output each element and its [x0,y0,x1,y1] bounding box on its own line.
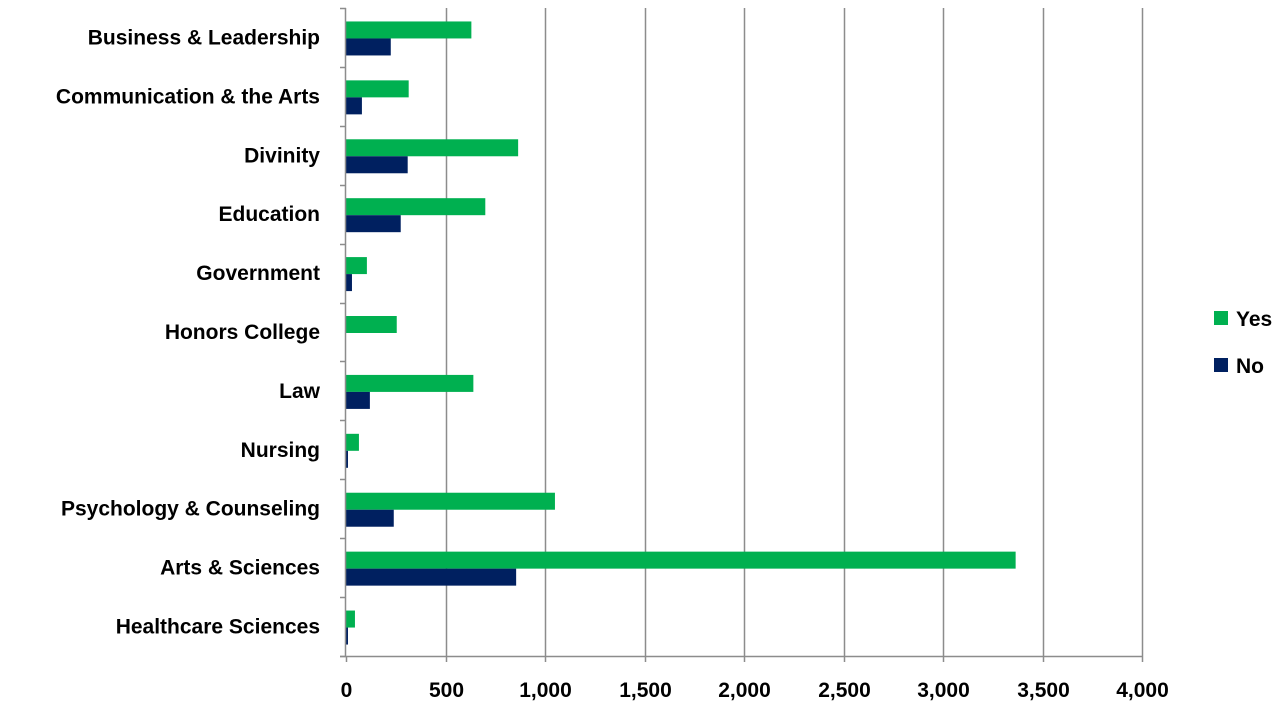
bars [346,21,1016,645]
category-label: Business & Leadership [88,26,320,49]
x-tick-label: 3,000 [917,679,970,702]
x-tick-label: 1,000 [519,679,572,702]
x-tick-label: 2,500 [818,679,871,702]
category-label: Nursing [241,439,320,462]
bar-yes-communication-the-arts [346,80,409,98]
x-tick-label: 3,500 [1017,679,1070,702]
bar-yes-business-leadership [346,21,472,39]
category-label: Education [218,203,320,226]
bar-yes-honors-college [346,316,397,333]
x-tick-label: 1,500 [619,679,672,702]
bar-no-divinity [346,156,408,174]
x-tick-label: 0 [341,679,353,702]
category-label: Arts & Sciences [160,557,320,580]
bar-no-education [346,215,401,233]
bar-yes-divinity [346,139,519,157]
bar-yes-healthcare-sciences [346,610,355,628]
legend-swatch-no [1214,358,1228,372]
x-tick-label: 2,000 [718,679,771,702]
bar-no-nursing [346,450,348,468]
legend-swatch-yes [1214,311,1228,325]
axes [340,7,1144,662]
bar-no-psychology-counseling [346,509,394,527]
category-label: Law [279,380,321,403]
category-label: Healthcare Sciences [116,616,320,639]
bar-no-healthcare-sciences [346,627,348,645]
bar-yes-education [346,198,486,216]
legend-label-yes: Yes [1236,308,1272,331]
category-labels: Business & Leadership Communication & the… [56,26,321,638]
category-label: Communication & the Arts [56,85,320,108]
legend-label-no: No [1236,355,1264,378]
bar-yes-law [346,374,474,392]
bar-no-government [346,274,352,292]
x-tick-labels: 0 500 1,000 1,500 2,000 2,500 3,000 3,500 4,000 [341,679,1169,702]
category-label: Divinity [244,144,320,167]
bar-no-law [346,391,370,409]
bar-no-business-leadership [346,38,391,56]
bar-yes-government [346,257,367,275]
legend: Yes No [1214,308,1272,378]
bar-yes-psychology-counseling [346,492,555,510]
category-label: Honors College [165,321,320,344]
x-tick-label: 500 [429,679,464,702]
bar-yes-nursing [346,433,359,451]
gridlines [445,8,1144,656]
category-label: Government [196,262,320,285]
bar-no-communication-the-arts [346,97,362,115]
bar-no-arts-sciences [346,568,517,586]
x-tick-label: 4,000 [1116,679,1169,702]
category-label: Psychology & Counseling [61,498,320,521]
bar-yes-arts-sciences [346,551,1016,569]
